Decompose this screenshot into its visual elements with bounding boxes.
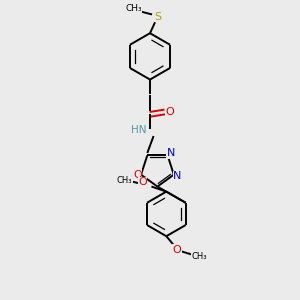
- Text: O: O: [172, 244, 181, 255]
- Text: CH₃: CH₃: [191, 252, 207, 261]
- Text: HN: HN: [131, 125, 146, 135]
- Text: N: N: [173, 171, 182, 181]
- Text: O: O: [133, 169, 142, 180]
- Text: CH₃: CH₃: [117, 176, 133, 185]
- Text: O: O: [138, 177, 147, 187]
- Text: O: O: [166, 107, 174, 117]
- Text: CH₃: CH₃: [125, 4, 142, 13]
- Text: S: S: [154, 12, 161, 22]
- Text: N: N: [167, 148, 175, 158]
